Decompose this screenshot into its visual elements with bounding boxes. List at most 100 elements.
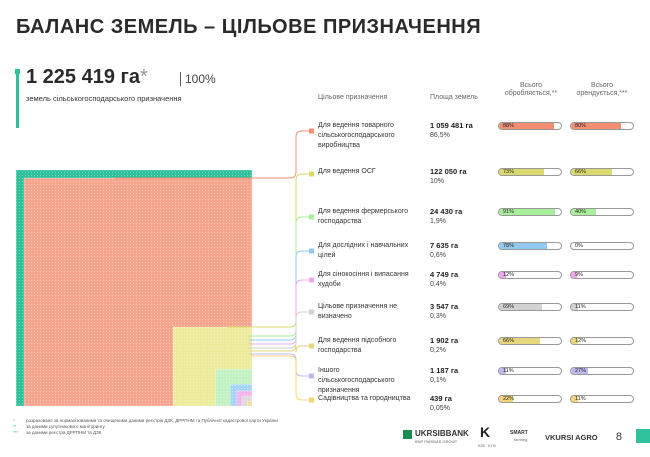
connector-marker [309,309,314,315]
cultivated-bar: 22% [498,395,562,403]
leased-bar: 40% [570,208,634,216]
leased-fill [571,169,612,175]
vkursi-agro-logo: VKURSI AGRO [545,433,598,442]
cultivated-label: 73% [503,169,515,175]
connector-marker [309,248,314,254]
purpose-name: Для дослідних і навчальних цілей [318,242,409,259]
connector-line [248,216,311,337]
leased-bar: 12% [570,337,634,345]
footnote-mark: * [13,418,15,423]
leased-bar: 66% [570,168,634,176]
area-share: 0,05% [430,405,450,412]
total-marker-dot [15,69,20,74]
area-value: 24 430 га [430,207,463,216]
header-purpose: Цільове призначення [318,94,388,101]
treemap-block [249,403,253,407]
leased-label: 0% [575,243,583,249]
purpose-name: Садівництва та городництва [318,395,411,402]
bank-star-icon [403,430,412,439]
connector-line [250,344,311,353]
leased-fill [571,209,596,215]
area-value: 7 635 га [430,241,459,250]
cultivated-fill [499,338,540,344]
cultivated-label: 66% [503,338,515,344]
area-share: 0,1% [430,377,446,384]
purpose-name: Іншого сільськогосподарського призначенн… [318,367,395,394]
kse-icon: K [480,424,491,440]
header-leased: Всього орендується,*** [576,82,628,97]
purpose-name: Для сінокосіння і випасання худоби [318,271,409,288]
cultivated-fill [499,396,513,402]
bank-sub: BNP PARIBAS GROUP [415,439,458,444]
footnote-mark: *** [13,430,19,435]
leased-label: 11% [575,304,586,310]
area-share: 0,6% [430,252,446,259]
area-share: 0,4% [430,281,446,288]
leased-fill [571,304,578,310]
connector-line [251,355,311,401]
header-cultivated: Всього обробляється,** [504,82,558,97]
cultivated-bar: 11% [498,367,562,375]
cultivated-bar: 69% [498,303,562,311]
leased-label: 9% [575,272,583,278]
total-area: 1 225 419 га* [26,66,148,89]
area-value: 122 050 га [430,167,467,176]
total-value: 1 225 419 га [26,66,140,88]
cultivated-bar: 88% [498,122,562,130]
cultivated-fill [499,209,556,215]
area-share: 0,3% [430,313,446,320]
page-corner-mark [636,429,650,443]
leased-bar: 80% [570,122,634,130]
cultivated-label: 91% [503,209,515,215]
total-marker [16,72,19,128]
header-area: Площа земель [430,94,478,101]
connector-marker [309,397,314,403]
cultivated-bar: 91% [498,208,562,216]
area-value: 1 902 га [430,336,459,345]
leased-fill [571,272,577,278]
leased-label: 27% [575,368,587,374]
bank-name: UKRSIBBANK [415,429,469,438]
cultivated-fill [499,272,507,278]
connector-marker [309,277,314,283]
purpose-name: Для ведення фермерського господарства [318,208,409,225]
connector-marker [309,128,314,134]
cultivated-bar: 73% [498,168,562,176]
area-share: 1,9% [430,218,446,225]
cultivated-bar: 78% [498,242,562,250]
area-share: 0,2% [430,347,446,354]
area-value: 1 187 га [430,366,459,375]
cultivated-fill [499,169,545,175]
total-percent: 100% [180,72,216,86]
page-number: 8 [615,431,622,443]
leased-label: 11% [575,396,586,402]
smart-name: SMART [510,430,528,436]
cultivated-label: 11% [503,368,514,374]
area-share: 10% [430,178,445,185]
footnote-text: за даними супутникового моніторингу [26,424,105,429]
leased-bar: 9% [570,271,634,279]
cultivated-label: 69% [503,304,515,310]
total-label: земель сільськогосподарського призначенн… [26,94,182,103]
leased-bar: 11% [570,303,634,311]
leased-label: 80% [575,123,587,129]
area-value: 3 547 га [430,302,459,311]
leased-fill [571,368,588,374]
purpose-name: Для ведення ОСГ [318,168,376,175]
leased-bar: 27% [570,367,634,375]
connector-marker [309,171,314,177]
connector-line [115,130,311,179]
area-value: 4 749 га [430,270,459,279]
leased-fill [571,396,578,402]
footnote-text: за даними реєстра ДРРПНМ та ДЗК [26,430,102,435]
leased-fill [571,123,621,129]
connector-marker [309,214,314,220]
leased-label: 40% [575,209,587,215]
purpose-name: Для ведення товарного сільськогосподарсь… [318,122,395,149]
cultivated-label: 78% [503,243,515,249]
purpose-name: Для ведення підсобного господарства [318,337,397,354]
connector-line [249,279,311,345]
kse-sub: KSE · KYIV [478,444,497,448]
cultivated-label: 12% [503,272,515,278]
connector-line [250,353,311,377]
